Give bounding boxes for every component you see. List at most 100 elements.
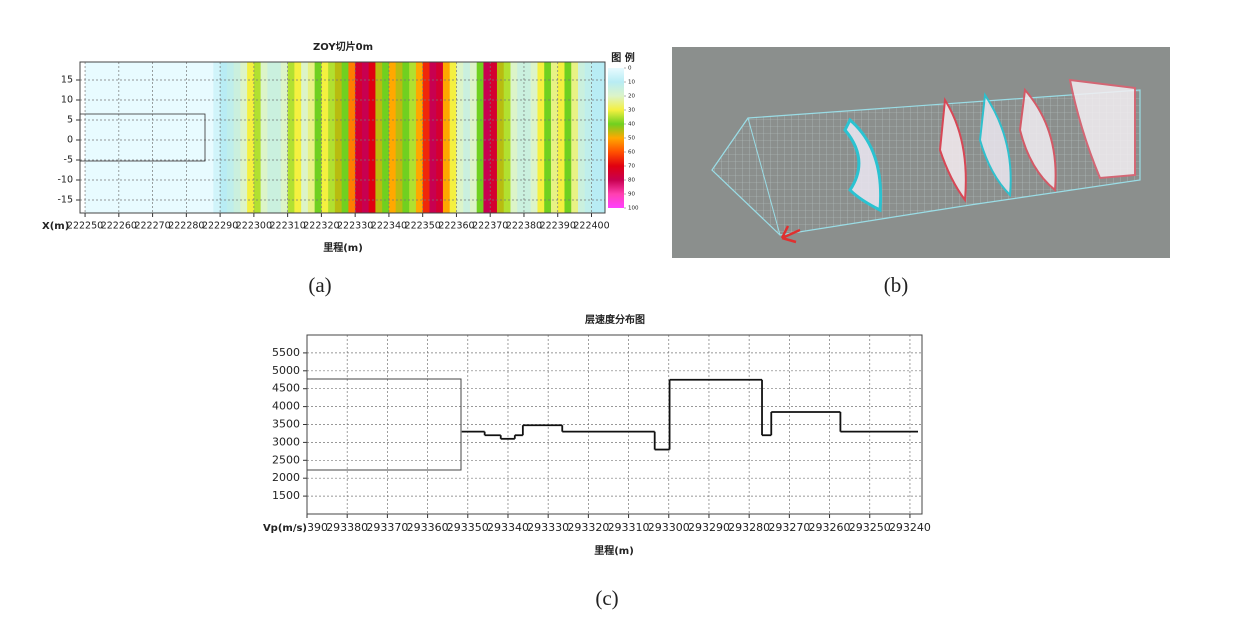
x-tick-label: 222350 (405, 221, 441, 232)
heat-column (469, 62, 478, 213)
heat-column (598, 62, 606, 213)
colorbar-tick-label: 20 (628, 94, 635, 100)
heat-column (584, 62, 592, 213)
y-tick-label: 4000 (272, 400, 300, 413)
y-label-a: X(m) (42, 221, 69, 232)
heat-column (105, 62, 113, 213)
x-tick-label: 222330 (337, 221, 373, 232)
heat-column (361, 62, 370, 213)
y-tick-label: 2500 (272, 453, 300, 466)
x-tick-label: 222250 (67, 221, 103, 232)
x-tick-label: 222310 (270, 221, 306, 232)
x-tick-label: 222340 (371, 221, 407, 232)
x-tick-label: 293380 (326, 521, 368, 534)
heat-column (314, 62, 322, 213)
x-label-a: 里程(m) (323, 241, 363, 254)
caption-a: (a) (308, 273, 331, 297)
heat-column (577, 62, 586, 213)
x-tick-label: 222320 (303, 221, 339, 232)
x-tick-label: 293340 (487, 521, 529, 534)
heat-column (213, 62, 221, 213)
heat-column (253, 62, 262, 213)
y-tick-label: 2000 (272, 471, 300, 484)
heat-column (375, 62, 383, 213)
x-tick-label: 293290 (688, 521, 730, 534)
x-tick-label: 222370 (472, 221, 508, 232)
heat-column (220, 62, 228, 213)
title-a: ZOY切片0m (313, 40, 373, 53)
heat-column (530, 62, 538, 213)
colorbar-tick-label: 100 (628, 206, 639, 212)
y-tick-label: 5 (67, 115, 73, 126)
heat-column (341, 62, 349, 213)
heat-column (287, 62, 295, 213)
heat-column (564, 62, 572, 213)
heat-column (179, 62, 187, 213)
x-tick-label: 222400 (573, 221, 609, 232)
heat-column (591, 62, 599, 213)
heat-column (301, 62, 309, 213)
y-tick-label: 3500 (272, 418, 300, 431)
heat-column (571, 62, 579, 213)
heat-column (274, 62, 282, 213)
heat-column (98, 62, 106, 213)
heat-column (226, 62, 235, 213)
y-tick-label: -15 (57, 195, 73, 206)
heat-column (199, 62, 208, 213)
label-bg (262, 520, 308, 536)
x-tick-label: 293260 (809, 521, 851, 534)
heat-column (206, 62, 214, 213)
colorbar (608, 68, 624, 208)
heat-column (260, 62, 268, 213)
colorbar-tick-label: 30 (628, 108, 635, 114)
annotation-box (79, 113, 206, 162)
y-tick-label: -5 (64, 155, 73, 166)
render-3d (672, 47, 1170, 258)
heat-column (118, 62, 126, 213)
x-tick-label: 222300 (236, 221, 272, 232)
heat-column (402, 62, 410, 213)
heat-column (523, 62, 532, 213)
heat-column (267, 62, 275, 213)
x-tick-label: 293270 (768, 521, 810, 534)
x-tick-label: 293250 (849, 521, 891, 534)
x-tick-label: 293370 (366, 521, 408, 534)
heat-column (145, 62, 153, 213)
heat-column (463, 62, 471, 213)
colorbar-label: 图 例 (611, 51, 634, 64)
heat-column (537, 62, 545, 213)
heat-column (476, 62, 484, 213)
title-c: 层速度分布图 (585, 313, 645, 326)
heat-column (172, 62, 180, 213)
y-tick-label: 5500 (272, 346, 300, 359)
x-tick-label: 222270 (134, 221, 170, 232)
colorbar-tick-label: 80 (628, 178, 635, 184)
heat-column (544, 62, 552, 213)
heat-column (503, 62, 511, 213)
heat-column (91, 62, 99, 213)
heat-column (112, 62, 120, 213)
y-tick-label: 5000 (272, 364, 300, 377)
heat-column (321, 62, 329, 213)
heat-column (159, 62, 167, 213)
colorbar-tick-label: 40 (628, 122, 635, 128)
x-tick-label: 222390 (540, 221, 576, 232)
heat-column (496, 62, 505, 213)
y-tick-label: 3000 (272, 435, 300, 448)
y-tick-label: 1500 (272, 489, 300, 502)
heat-column (388, 62, 397, 213)
annotation-box (306, 378, 462, 471)
heat-column (132, 62, 140, 213)
heat-column (415, 62, 424, 213)
heat-column (429, 62, 437, 213)
heat-column (307, 62, 316, 213)
heat-column (186, 62, 194, 213)
x-tick-label: 222360 (438, 221, 474, 232)
x-tick-label: 222290 (202, 221, 238, 232)
x-tick-label: 222260 (101, 221, 137, 232)
colorbar-tick-label: 60 (628, 150, 635, 156)
heat-column (449, 62, 457, 213)
heat-column (382, 62, 390, 213)
x-tick-label: 293360 (407, 521, 449, 534)
